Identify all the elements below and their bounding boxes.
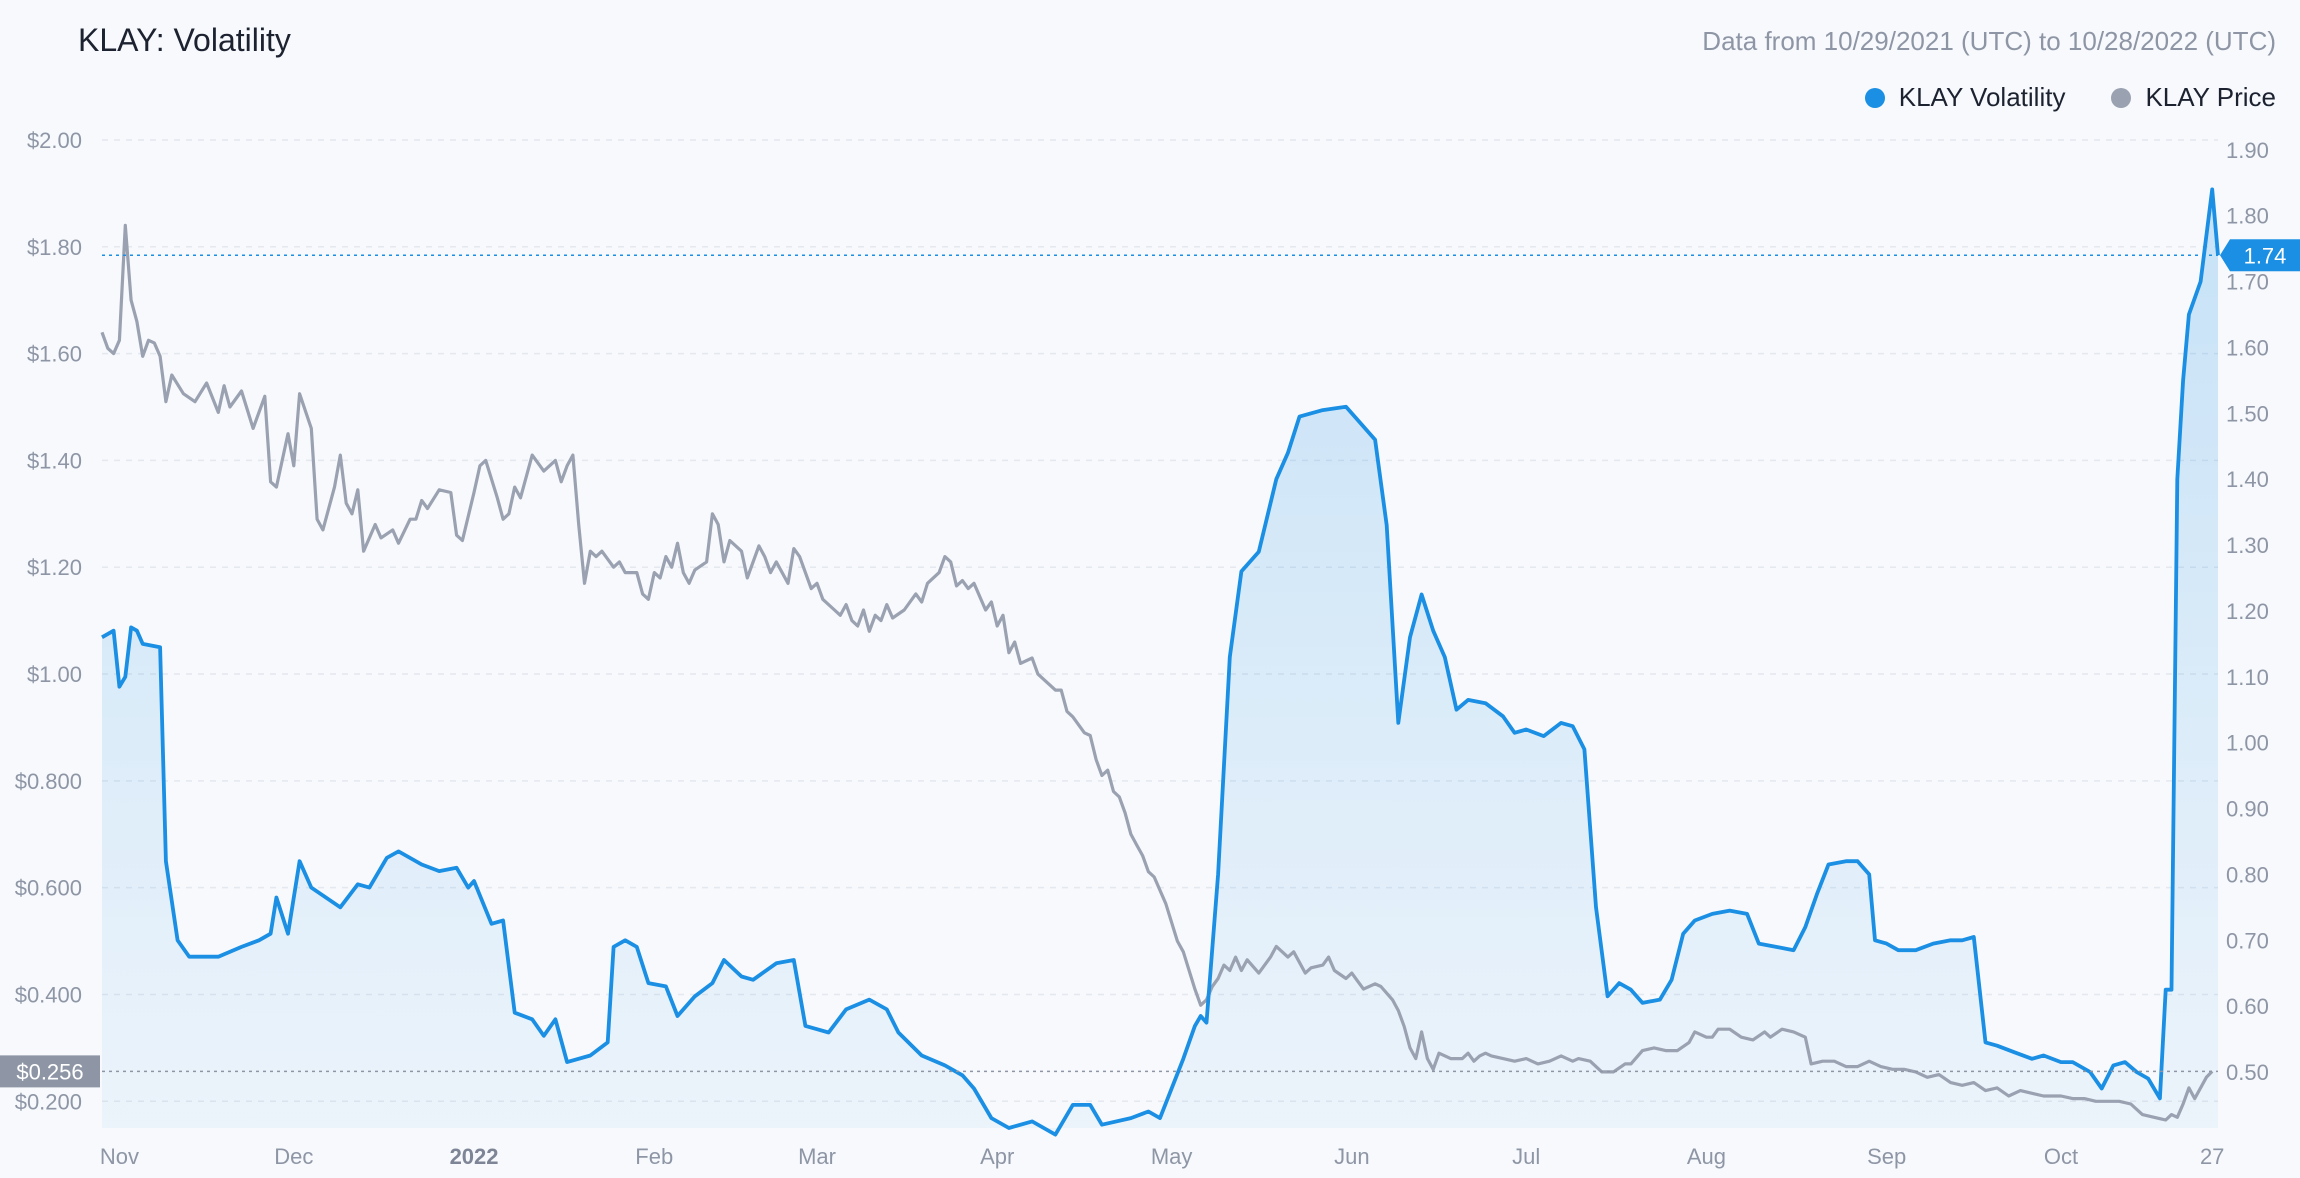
left-axis-tick: $1.20 <box>27 555 82 580</box>
chart-title: KLAY: Volatility <box>78 22 291 58</box>
current-price-label: $0.256 <box>16 1059 83 1084</box>
legend-dot-price <box>2111 87 2132 108</box>
left-axis-tick: $1.00 <box>27 662 82 687</box>
x-axis-tick: Nov <box>100 1144 139 1169</box>
legend-item-price[interactable]: KLAY Price <box>2111 82 2276 113</box>
left-axis-tick: $1.60 <box>27 342 82 367</box>
right-axis-tick: 1.90 <box>2226 138 2269 163</box>
x-axis-tick: May <box>1151 1144 1193 1169</box>
left-axis-tick: $0.600 <box>15 876 82 901</box>
x-axis-tick: Oct <box>2044 1144 2078 1169</box>
right-axis-tick: 0.90 <box>2226 797 2269 822</box>
right-axis-tick: 0.80 <box>2226 862 2269 887</box>
legend-label-price: KLAY Price <box>2145 82 2276 112</box>
date-range-label: Data from 10/29/2021 (UTC) to 10/28/2022… <box>1702 26 2276 56</box>
right-axis-tick: 1.80 <box>2226 204 2269 229</box>
right-axis-tick: 1.20 <box>2226 599 2269 624</box>
legend-dot-volatility <box>1864 87 1885 108</box>
left-axis-tick: $0.800 <box>15 769 82 794</box>
x-axis-tick: Jun <box>1334 1144 1369 1169</box>
left-axis-tick: $2.00 <box>27 128 82 153</box>
right-axis-tick: 0.50 <box>2226 1060 2269 1085</box>
left-axis-tick: $0.400 <box>15 982 82 1007</box>
right-axis-tick: 1.00 <box>2226 731 2269 756</box>
left-axis-tick: $0.200 <box>15 1089 82 1114</box>
x-axis-tick: Aug <box>1687 1144 1726 1169</box>
x-axis-tick: 2022 <box>450 1144 499 1169</box>
volatility-area <box>102 189 2218 1135</box>
right-axis-tick: 1.30 <box>2226 533 2269 558</box>
left-axis-tick: $1.40 <box>27 448 82 473</box>
x-axis-tick: 27 <box>2200 1144 2224 1169</box>
price-line <box>100 223 2214 1122</box>
right-axis-tick: 1.40 <box>2226 467 2269 492</box>
current-volatility-badge <box>2230 239 2300 272</box>
x-axis-tick: Feb <box>635 1144 673 1169</box>
legend: KLAY Volatility KLAY Price <box>1864 82 2276 113</box>
legend-item-volatility[interactable]: KLAY Volatility <box>1864 82 2066 113</box>
right-axis-tick: 0.70 <box>2226 928 2269 953</box>
x-axis-tick: Sep <box>1867 1144 1906 1169</box>
right-axis-tick: 1.70 <box>2226 270 2269 295</box>
x-axis-tick: Apr <box>980 1144 1014 1169</box>
volatility-line <box>101 187 2220 1137</box>
right-axis-tick: 1.50 <box>2226 401 2269 426</box>
right-axis-tick: 0.60 <box>2226 994 2269 1019</box>
current-price-badge <box>0 1055 100 1088</box>
x-axis-tick: Dec <box>274 1144 313 1169</box>
current-volatility-label: 1.74 <box>2244 243 2287 268</box>
x-axis-tick: Mar <box>798 1144 836 1169</box>
x-axis-tick: Jul <box>1512 1144 1540 1169</box>
right-axis-tick: 1.60 <box>2226 335 2269 360</box>
left-axis-tick: $1.80 <box>27 235 82 260</box>
current-volatility-pointer <box>2220 239 2230 272</box>
legend-label-volatility: KLAY Volatility <box>1898 82 2066 112</box>
right-axis-tick: 1.10 <box>2226 665 2269 690</box>
